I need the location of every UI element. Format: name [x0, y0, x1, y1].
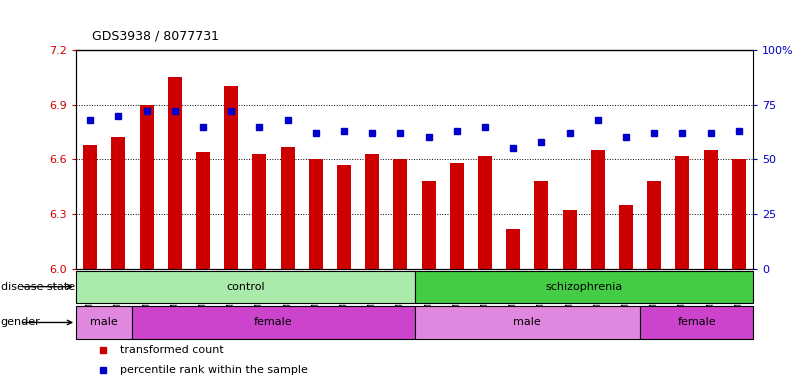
- Bar: [675, 156, 690, 269]
- Text: control: control: [226, 281, 264, 292]
- Text: female: female: [254, 318, 293, 328]
- Bar: [478, 156, 492, 269]
- Text: GDS3938 / 8077731: GDS3938 / 8077731: [92, 29, 219, 42]
- Bar: [252, 154, 267, 269]
- Bar: [76, 306, 132, 339]
- Bar: [393, 159, 408, 269]
- Bar: [640, 306, 753, 339]
- Text: gender: gender: [1, 318, 41, 328]
- Bar: [280, 147, 295, 269]
- Bar: [591, 150, 605, 269]
- Text: disease state: disease state: [1, 281, 75, 292]
- Bar: [415, 306, 640, 339]
- Bar: [111, 137, 126, 269]
- Text: male: male: [91, 318, 119, 328]
- Bar: [76, 271, 415, 303]
- Bar: [647, 181, 662, 269]
- Bar: [132, 306, 415, 339]
- Bar: [167, 77, 182, 269]
- Text: female: female: [677, 318, 716, 328]
- Bar: [337, 165, 351, 269]
- Bar: [365, 154, 379, 269]
- Bar: [619, 205, 633, 269]
- Bar: [703, 150, 718, 269]
- Bar: [415, 271, 753, 303]
- Bar: [562, 210, 577, 269]
- Bar: [732, 159, 746, 269]
- Bar: [224, 86, 238, 269]
- Bar: [506, 228, 521, 269]
- Text: transformed count: transformed count: [120, 345, 223, 355]
- Text: schizophrenia: schizophrenia: [545, 281, 622, 292]
- Bar: [534, 181, 549, 269]
- Bar: [196, 152, 210, 269]
- Bar: [83, 145, 97, 269]
- Bar: [450, 163, 464, 269]
- Text: percentile rank within the sample: percentile rank within the sample: [120, 365, 308, 375]
- Bar: [308, 159, 323, 269]
- Text: male: male: [513, 318, 541, 328]
- Bar: [139, 104, 154, 269]
- Bar: [421, 181, 436, 269]
